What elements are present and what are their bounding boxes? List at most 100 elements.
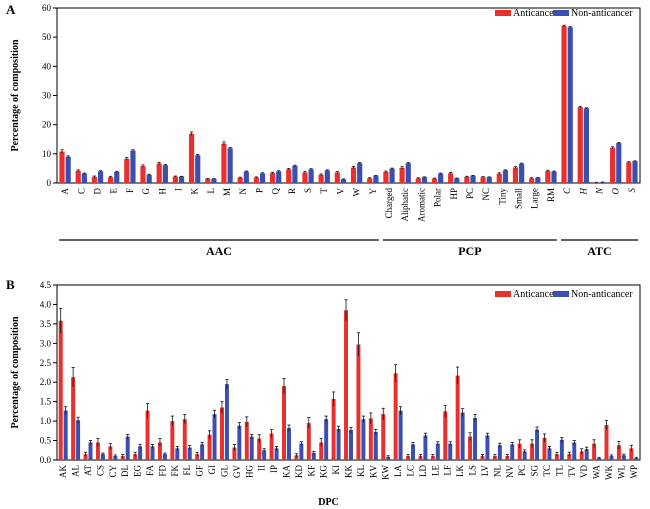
chart0-bar-non-anticancer-30 (551, 171, 557, 183)
chart1-bar-anticancer-42 (579, 451, 584, 460)
chart0-bar-non-anticancer-21 (405, 163, 411, 183)
chart1-bar-non-anticancer-32 (460, 412, 465, 460)
chart1-bar-anticancer-35 (492, 456, 497, 460)
chart1-xtick-label-42: VD (579, 465, 589, 478)
chart1-xtick-label-18: KA (281, 465, 291, 478)
chart1-legend-swatch-1 (553, 291, 569, 297)
chart1-panel-label: B (6, 277, 15, 292)
chart1-bar-non-anticancer-0 (63, 410, 68, 460)
chart1-bar-anticancer-45 (616, 445, 621, 460)
chart1-bar-non-anticancer-40 (559, 439, 564, 460)
chart0-bar-anticancer-23 (431, 178, 438, 183)
chart1-xtick-label-23: KK (344, 465, 354, 478)
chart1-xtick-label-17: IP (269, 465, 279, 473)
chart1-bar-non-anticancer-18 (286, 428, 291, 460)
chart0-xtick-label-17: V (335, 188, 345, 195)
chart0-bar-non-anticancer-9 (211, 178, 217, 183)
chart0-bar-anticancer-3 (107, 177, 114, 183)
chart1-legend-swatch-0 (495, 291, 511, 297)
chart1-bar-non-anticancer-26 (386, 456, 391, 460)
chart0-bar-non-anticancer-2 (97, 171, 104, 183)
chart1-xtick-label-7: FA (145, 465, 155, 476)
chart0-ytick-label-6: 60 (42, 3, 52, 13)
chart0-bar-non-anticancer-25 (470, 175, 476, 183)
chart0-bar-anticancer-18 (350, 167, 357, 183)
chart1-xtick-label-20: KF (306, 465, 316, 477)
chart1-bar-non-anticancer-21 (324, 419, 329, 460)
chart1-ytick-label-9: 4.5 (40, 280, 52, 290)
chart0-bar-anticancer-15 (302, 172, 308, 183)
chart1-bar-anticancer-40 (554, 454, 559, 460)
chart1-xtick-label-14: GV (232, 465, 242, 478)
chart1-bar-non-anticancer-13 (224, 384, 229, 460)
chart0-xtick-label-9: L (206, 188, 216, 194)
chart0-bar-non-anticancer-17 (340, 179, 347, 183)
chart0-bar-non-anticancer-3 (114, 171, 120, 183)
chart0-ytick-label-0: 0 (47, 178, 52, 188)
chart1-xtick-label-29: LD (418, 465, 428, 477)
chart0-xtick-label-16: T (319, 188, 329, 194)
chart0-xtick-label-12: P (254, 188, 264, 193)
chart1-bar-non-anticancer-19 (299, 443, 304, 460)
chart1-xtick-label-27: LA (393, 465, 403, 477)
chart0-bar-anticancer-32 (577, 107, 583, 183)
chart1-xtick-label-35: NL (492, 465, 502, 477)
chart1-ytick-label-6: 3.0 (40, 338, 52, 348)
chart0-bar-non-anticancer-4 (130, 150, 136, 183)
chart1-bar-anticancer-5 (120, 456, 125, 460)
chart0-bar-non-anticancer-20 (389, 168, 395, 183)
chart1-xtick-label-46: WP (629, 465, 639, 479)
chart0-bar-anticancer-12 (253, 177, 259, 183)
chart0-bar-non-anticancer-32 (583, 108, 590, 183)
chart1-ytick-label-2: 1.0 (40, 416, 52, 426)
chart0-xtick-label-10: M (222, 188, 232, 196)
chart1-x-axis-label: DPC (318, 497, 339, 508)
chart1-bar-anticancer-15 (244, 421, 249, 460)
chart0-bar-anticancer-29 (529, 178, 535, 183)
chart0-legend-swatch-1 (553, 10, 569, 16)
chart1-bar-non-anticancer-45 (621, 455, 626, 460)
chart0-bar-non-anticancer-28 (519, 163, 525, 183)
chart0-bar-non-anticancer-22 (421, 177, 428, 183)
chart0-bar-anticancer-26 (480, 177, 486, 183)
chart1-y-axis-label: Percentage of composition (10, 316, 21, 428)
chart0-xtick-label-24: HP (449, 188, 459, 200)
chart1-bar-anticancer-21 (319, 442, 324, 460)
chart0-bar-anticancer-24 (448, 173, 454, 183)
chart1-xtick-label-5: DL (120, 465, 130, 477)
chart0-plot-frame (56, 7, 641, 184)
chart1-xtick-label-37: PC (517, 465, 527, 476)
chart0-bar-anticancer-6 (156, 163, 162, 183)
chart0-legend-swatch-0 (495, 10, 511, 16)
chart0-bar-anticancer-2 (91, 176, 97, 183)
chart0-bar-non-anticancer-11 (243, 171, 249, 183)
chart0-xtick-label-26: NC (481, 188, 491, 201)
chart0-xtick-label-20: Charged (384, 188, 394, 219)
chart0-bar-non-anticancer-16 (324, 170, 330, 183)
chart1-bar-non-anticancer-44 (609, 456, 614, 460)
chart0-bar-non-anticancer-5 (146, 174, 152, 183)
chart1-bar-anticancer-19 (294, 455, 299, 460)
chart1-xtick-label-41: TV (567, 465, 577, 477)
chart1-bar-anticancer-6 (133, 454, 138, 460)
chart1-xtick-label-11: GF (195, 465, 205, 477)
chart1-xtick-label-30: LE (430, 465, 440, 476)
chart0-bar-anticancer-0 (59, 151, 65, 183)
chart1-xtick-label-21: KG (319, 465, 329, 478)
chart0-xtick-label-1: C (76, 188, 86, 194)
chart0-bar-anticancer-17 (334, 172, 340, 183)
chart0-bar-non-anticancer-19 (373, 175, 379, 183)
chart1-bar-anticancer-27 (393, 373, 398, 460)
chart0-bar-anticancer-35 (626, 162, 632, 183)
chart0-xtick-label-0: A (60, 188, 70, 195)
chart1-bar-non-anticancer-36 (510, 444, 515, 460)
chart0-bar-non-anticancer-26 (486, 177, 492, 183)
chart1-bar-anticancer-36 (505, 456, 510, 460)
chart0-bar-anticancer-4 (124, 158, 130, 183)
chart0-bar-non-anticancer-0 (65, 156, 71, 183)
chart1-bar-anticancer-10 (182, 419, 187, 460)
chart1-bar-anticancer-38 (530, 443, 535, 460)
chart1-xtick-label-43: WA (592, 465, 602, 479)
chart0-bar-anticancer-19 (367, 178, 373, 183)
